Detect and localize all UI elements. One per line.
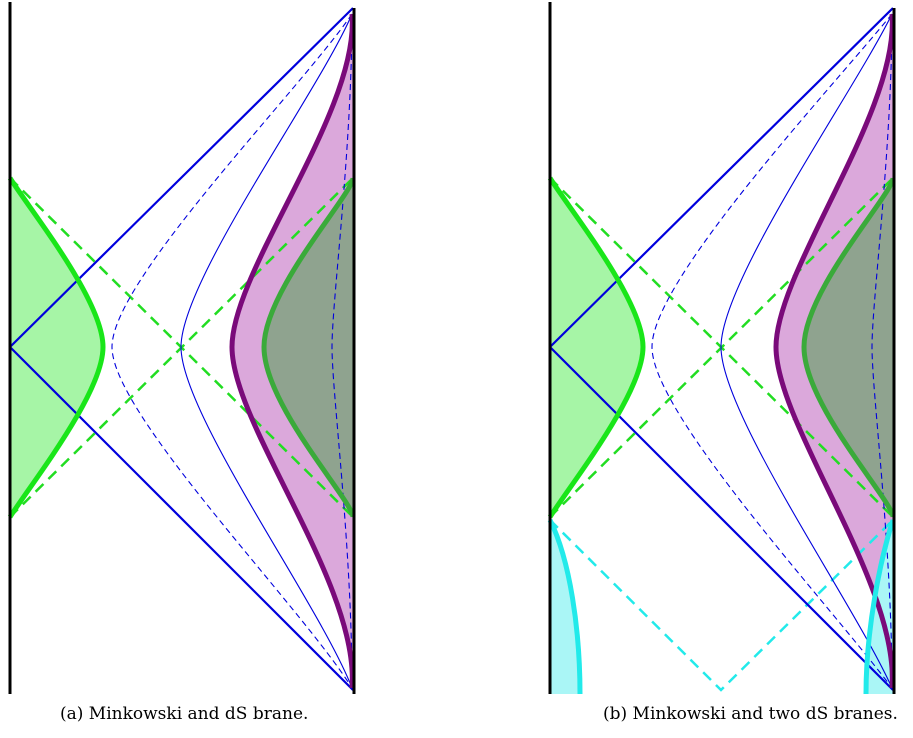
panel-a	[7, 2, 356, 694]
caption-b: (b) Minkowski and two dS branes.	[603, 704, 898, 724]
cyan-horizon-dashed-b	[549, 519, 894, 692]
green-brane-b	[547, 176, 646, 519]
purple-brane-a	[229, 13, 355, 689]
green-brane-a	[7, 176, 106, 519]
caption-a: (a) Minkowski and dS brane.	[60, 704, 309, 724]
dark-green-brane-region-b	[804, 178, 893, 517]
green-brane-region-b	[550, 178, 643, 517]
blue-dashed-curve-a-1	[111, 13, 353, 689]
blue-solid-curve-b	[720, 13, 893, 689]
dark-green-brane-region-a	[264, 178, 353, 517]
green-brane-region-a	[10, 178, 103, 517]
dark-green-brane-a	[261, 177, 356, 518]
purple-brane-b	[773, 13, 895, 689]
blue-dashed-curve-a-2	[331, 13, 353, 689]
dark-green-brane-b	[801, 177, 896, 518]
cyan-brane-region-b-left	[550, 520, 580, 694]
blue-dashed-curve-b-2	[871, 13, 893, 689]
blue-dashed-curve-b-1	[651, 13, 893, 689]
cyan-brane-b-right	[863, 519, 896, 695]
cyan-brane-b-left	[547, 518, 583, 695]
blue-solid-curve-a	[180, 13, 353, 689]
panel-b	[547, 2, 896, 695]
